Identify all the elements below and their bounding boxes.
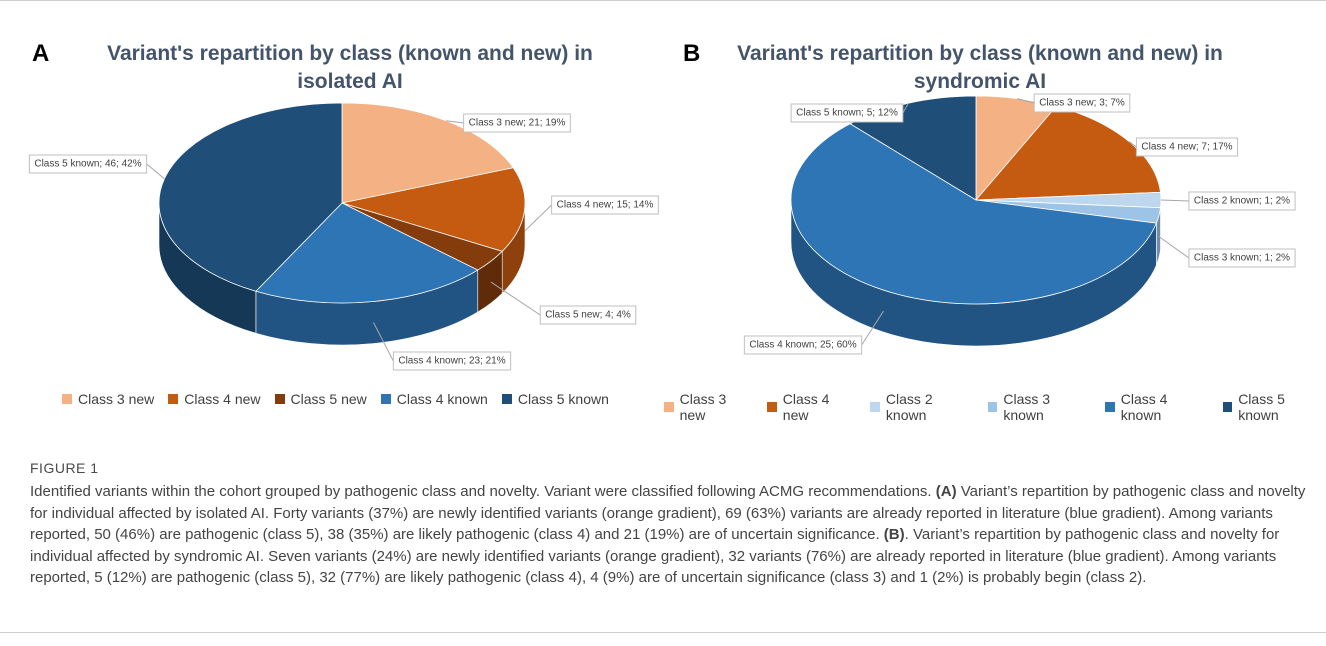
slice: [341, 102, 514, 204]
leader-line: [146, 163, 165, 180]
legend-item: Class 5 known: [1222, 391, 1326, 423]
caption-text: (B): [883, 526, 905, 543]
panel-letter: A: [32, 40, 50, 67]
legend: Class 3 new Class 4 new Class 5 new Class 4…: [62, 391, 609, 407]
leader-line: [1017, 98, 1035, 104]
data-label: Class 4 new; 15; 14%: [557, 200, 654, 211]
legend-label: Class 2 known: [885, 391, 933, 423]
legend-swatch: [870, 402, 880, 412]
legend-label: Class 4 new: [782, 391, 830, 423]
label-box: [1188, 191, 1296, 211]
legend-label: Class 5 known: [517, 391, 609, 407]
label-box: [790, 103, 904, 123]
label-box: [539, 305, 637, 325]
legend-swatch: [274, 394, 285, 404]
legend-swatch: [767, 402, 777, 412]
figure-label: FIGURE 1: [30, 460, 99, 476]
legend-swatch: [62, 394, 72, 404]
legend-label: Class 3 new: [679, 391, 727, 423]
label-box: [551, 195, 659, 215]
legend-item: Class 5 new: [274, 391, 367, 407]
caption: Identified variants within the cohort gr…: [30, 481, 1315, 589]
legend-label: Class 3 known: [1003, 391, 1051, 423]
legend-label: Class 5 new: [290, 391, 367, 407]
data-label: Class 4 known; 25; 60%: [749, 340, 856, 351]
legend-swatch: [664, 402, 674, 412]
leader-line: [1158, 236, 1190, 259]
legend-item: Class 4 new: [767, 391, 856, 423]
caption-text: (A): [935, 483, 957, 500]
caption-text: . Variant’s repartition by pathogenic cl…: [30, 526, 1280, 586]
data-label: Class 3 known; 1; 2%: [1194, 253, 1290, 264]
legend-item: Class 2 known: [870, 391, 973, 423]
legend-swatch: [1222, 402, 1233, 412]
legend: Class 3 new Class 4 new Class 2 known Class…: [664, 391, 1326, 423]
legend-swatch: [380, 394, 391, 404]
leader-line: [902, 102, 909, 114]
legend-item: Class 4 known: [380, 391, 488, 407]
panel-letter: B: [683, 40, 701, 67]
leader-line: [490, 281, 541, 316]
legend-item: Class 4 known: [1105, 391, 1208, 423]
legend-item: Class 4 new: [168, 391, 261, 407]
legend-swatch: [987, 402, 998, 412]
leader-line: [446, 120, 464, 124]
label-box: [1033, 93, 1131, 113]
legend-label: Class 3 new: [78, 391, 155, 407]
leader-line: [373, 322, 394, 362]
leader-line: [1128, 141, 1137, 148]
data-label: Class 5 known; 46; 42%: [34, 159, 141, 170]
label-box: [392, 351, 512, 371]
label-box: [1135, 137, 1239, 157]
data-label: Class 5 known; 5; 12%: [796, 108, 898, 119]
data-label: Class 3 new; 21; 19%: [469, 118, 566, 129]
data-label: Class 2 known; 1; 2%: [1194, 196, 1290, 207]
label-box: [28, 154, 148, 174]
legend-swatch: [168, 394, 179, 404]
label-box: [463, 113, 571, 133]
leader-line: [524, 204, 552, 232]
legend-label: Class 4 known: [1120, 391, 1168, 423]
chart-title: Variant's repartition by class (known an…: [737, 42, 1223, 93]
legend-item: Class 5 known: [501, 391, 609, 407]
data-label: Class 3 new; 3; 7%: [1039, 98, 1125, 109]
legend-swatch: [501, 394, 512, 404]
caption-text: Variant’s repartition by pathogenic clas…: [30, 483, 1306, 543]
top-rule: [0, 0, 1326, 1]
leader-line: [861, 310, 884, 346]
data-label: Class 4 known; 23; 21%: [398, 356, 505, 367]
legend-item: Class 3 known: [987, 391, 1091, 423]
slice: [790, 123, 1157, 305]
label-box: [743, 335, 863, 355]
bottom-rule: [0, 632, 1326, 633]
slice: [255, 202, 479, 304]
legend-swatch: [1105, 402, 1115, 412]
legend-item: Class 3 new: [664, 391, 753, 423]
leader-line: [1160, 199, 1189, 202]
legend-item: Class 3 new: [62, 391, 154, 407]
slice: [341, 167, 526, 252]
chart-title: Variant's repartition by class (known an…: [107, 42, 593, 93]
label-box: [1188, 248, 1296, 268]
legend-label: Class 5 known: [1238, 391, 1285, 423]
legend-label: Class 4 new: [184, 391, 261, 407]
data-label: Class 4 new; 7; 17%: [1141, 142, 1232, 153]
legend-label: Class 4 known: [396, 391, 488, 407]
data-label: Class 5 new; 4; 4%: [545, 310, 631, 321]
caption-text: Identified variants within the cohort gr…: [30, 483, 936, 500]
chart: Class 3 new; 21; 19% Class 4 new; 15; 14%…: [28, 93, 1296, 371]
